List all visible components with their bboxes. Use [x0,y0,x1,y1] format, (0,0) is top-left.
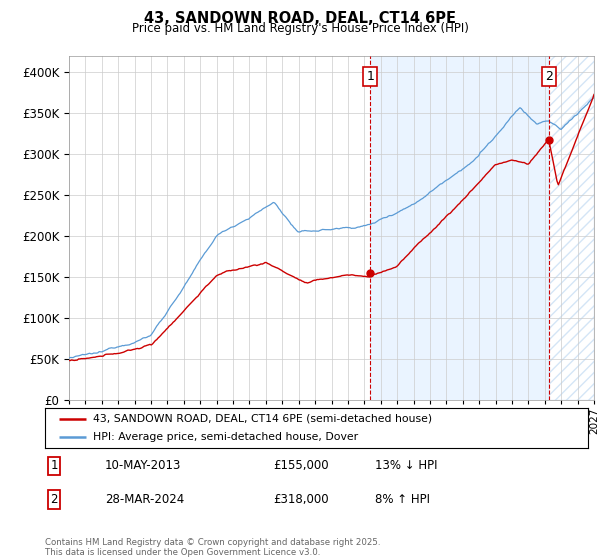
Text: 2: 2 [545,70,553,83]
Bar [370,56,549,400]
Text: 8% ↑ HPI: 8% ↑ HPI [375,493,430,506]
Text: 1: 1 [50,459,58,473]
Text: £155,000: £155,000 [273,459,329,473]
Text: £318,000: £318,000 [273,493,329,506]
Text: 28-MAR-2024: 28-MAR-2024 [105,493,184,506]
Bar [549,56,594,400]
Text: 43, SANDOWN ROAD, DEAL, CT14 6PE (semi-detached house): 43, SANDOWN ROAD, DEAL, CT14 6PE (semi-d… [93,414,432,423]
Text: 43, SANDOWN ROAD, DEAL, CT14 6PE: 43, SANDOWN ROAD, DEAL, CT14 6PE [144,11,456,26]
Text: HPI: Average price, semi-detached house, Dover: HPI: Average price, semi-detached house,… [93,432,358,442]
Bar [549,56,594,400]
Text: 1: 1 [367,70,374,83]
Text: 13% ↓ HPI: 13% ↓ HPI [375,459,437,473]
Text: 10-MAY-2013: 10-MAY-2013 [105,459,181,473]
Text: 2: 2 [50,493,58,506]
Text: Price paid vs. HM Land Registry's House Price Index (HPI): Price paid vs. HM Land Registry's House … [131,22,469,35]
Text: Contains HM Land Registry data © Crown copyright and database right 2025.
This d: Contains HM Land Registry data © Crown c… [45,538,380,557]
